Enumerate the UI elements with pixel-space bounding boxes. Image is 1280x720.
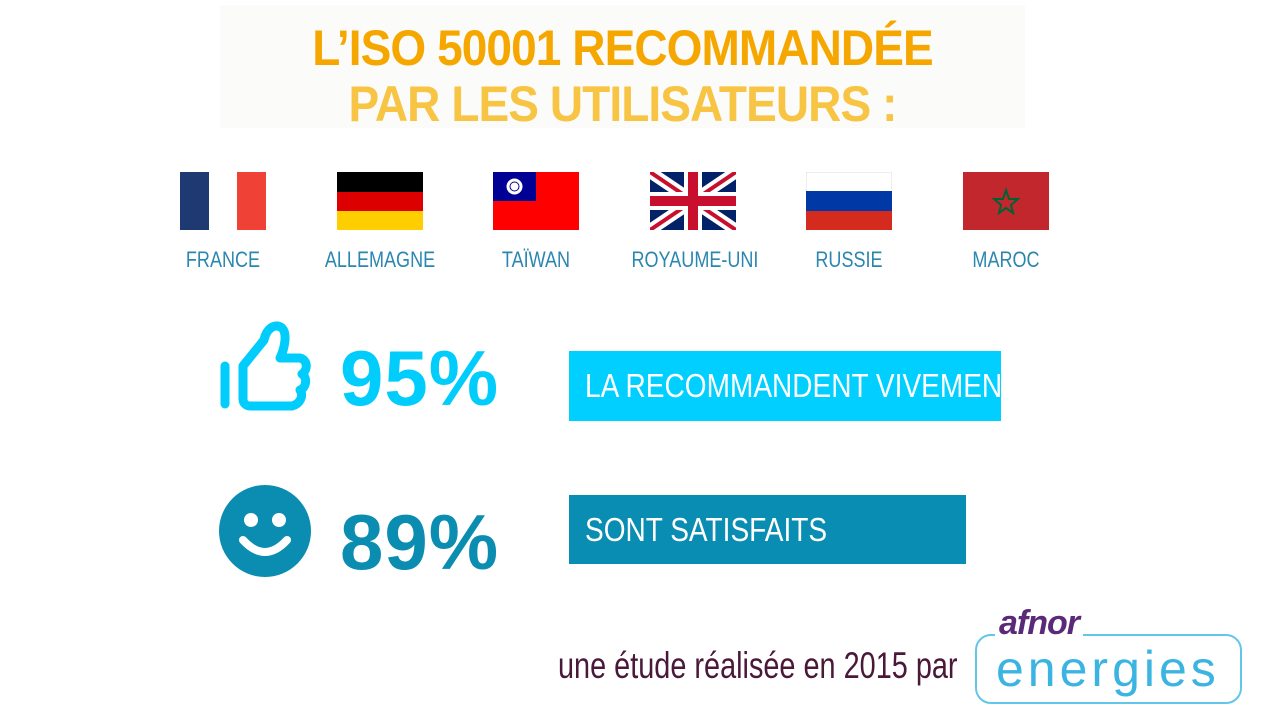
country-label-taiwan: TAÏWAN — [501, 247, 571, 272]
thumbs-up-icon — [220, 321, 311, 411]
logo-afnor: afnor — [995, 604, 1083, 643]
taiwan-flag-icon — [493, 172, 579, 230]
stat-bar-recommend: LA RECOMMANDENT VIVEMENT — [569, 351, 1019, 421]
country-label-allemagne: ALLEMAGNE — [324, 247, 436, 272]
afnor-energies-logo — [975, 634, 1242, 704]
stat-value-recommend: 95% — [340, 334, 500, 422]
country-label-russie: RUSSIE — [815, 247, 883, 272]
country-label-france: FRANCE — [185, 247, 261, 272]
title-line-1: L’ISO 50001 RECOMMANDÉE — [312, 20, 933, 76]
title-line-2: PAR LES UTILISATEURS : — [348, 76, 898, 132]
title-banner: L’ISO 50001 RECOMMANDÉE PAR LES UTILISAT… — [220, 5, 1025, 132]
stat-label-satisfied: SONT SATISFAITS — [585, 510, 828, 548]
stat-value-satisfied: 89% — [340, 498, 500, 586]
uk-flag-icon — [650, 172, 736, 230]
footer-text: une étude réalisée en 2015 par — [558, 645, 958, 686]
russia-flag-icon — [806, 172, 892, 230]
country-label-maroc: MAROC — [972, 247, 1040, 272]
france-flag-icon — [180, 172, 266, 230]
morocco-flag-icon — [963, 172, 1049, 230]
country-label-royaume-uni: ROYAUME-UNI — [631, 247, 759, 272]
logo-energies: energies — [996, 641, 1220, 697]
stat-bar-satisfied: SONT SATISFAITS — [569, 495, 966, 564]
stat-label-recommend: LA RECOMMANDENT VIVEMENT — [585, 367, 1020, 404]
germany-flag-icon — [337, 172, 423, 230]
smiley-icon — [219, 485, 311, 577]
